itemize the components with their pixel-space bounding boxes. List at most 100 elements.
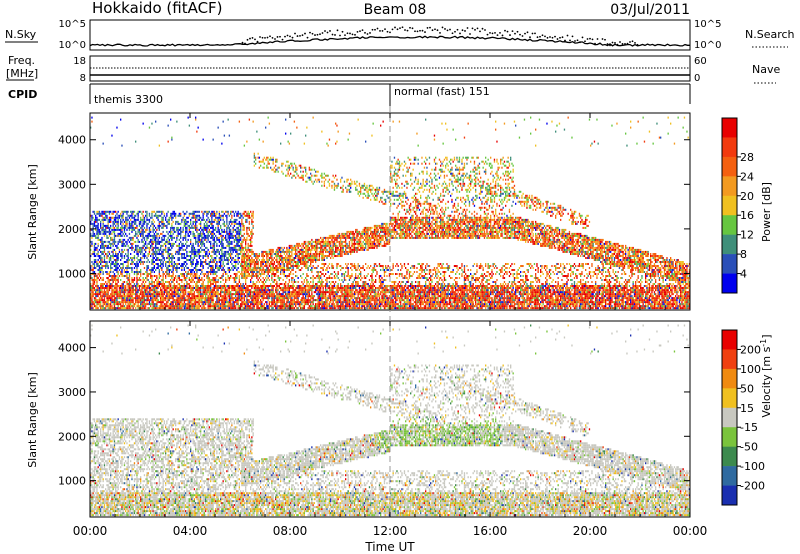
power-cell (287, 261, 289, 264)
power-cell (266, 255, 268, 258)
power-cell (183, 222, 186, 225)
power-cell (248, 305, 251, 308)
power-cell (112, 285, 114, 288)
power-cell (211, 279, 213, 282)
power-cell (113, 287, 116, 290)
power-cell (156, 263, 158, 266)
power-cell (196, 283, 198, 286)
power-cell (123, 257, 126, 260)
power-cell (90, 287, 92, 290)
power-cell (237, 222, 239, 225)
power-cell (220, 285, 222, 288)
power-cell (242, 224, 244, 227)
power-cell (170, 232, 172, 235)
power-cell (160, 297, 162, 300)
power-cell (233, 267, 236, 270)
power-cell (288, 279, 291, 282)
power-cell (242, 259, 244, 262)
power-cell (102, 307, 104, 310)
power-cell (98, 230, 101, 233)
power-cell (273, 279, 276, 282)
power-cell (197, 236, 199, 239)
power-cell (197, 218, 199, 221)
power-cell (141, 224, 143, 227)
power-cell (90, 244, 92, 247)
power-cell (93, 267, 96, 270)
power-cell (256, 305, 258, 308)
power-cell (160, 265, 162, 268)
power-cell (196, 261, 198, 264)
power-cell (143, 299, 146, 302)
power-cell (188, 303, 191, 306)
power-cell (123, 244, 126, 247)
power-cell (165, 307, 167, 310)
power-cell (171, 291, 173, 294)
power-cell (225, 214, 227, 217)
power-cell (138, 295, 141, 298)
power-cell (161, 283, 163, 286)
power-cell (103, 301, 106, 304)
power-cell (185, 234, 187, 237)
power-cell (141, 305, 143, 308)
power-cell (143, 283, 146, 286)
power-cell (235, 297, 237, 300)
power-cell (127, 287, 129, 290)
noise-search-point (541, 34, 544, 37)
power-cell (95, 236, 97, 239)
power-cell (101, 242, 103, 245)
power-cell (110, 269, 112, 272)
power-cell (261, 287, 263, 290)
power-cell (267, 160, 269, 163)
power-cell (122, 226, 124, 229)
power-cell (257, 291, 259, 294)
power-cell (206, 289, 208, 292)
power-cell (111, 228, 113, 231)
power-cell (123, 293, 126, 296)
power-cell (210, 244, 212, 247)
power-cell (152, 228, 154, 231)
noise-search-point (361, 29, 364, 32)
power-cell (210, 297, 212, 300)
power-cell (173, 277, 176, 280)
power-cell (218, 218, 221, 221)
power-cell (217, 299, 219, 302)
power-cell (115, 210, 117, 213)
power-cell (241, 299, 243, 302)
power-cell (96, 210, 98, 213)
noise-search-point (389, 31, 391, 34)
power-cell (106, 273, 108, 276)
power-cell (272, 273, 274, 276)
power-cell (246, 265, 248, 268)
power-cell (208, 307, 211, 310)
power-cell (255, 301, 257, 304)
power-cell (97, 234, 99, 237)
noise-search-point (611, 41, 614, 44)
power-cell (213, 212, 216, 215)
power-cell (96, 283, 98, 286)
power-cell (108, 279, 111, 282)
power-cell (97, 265, 99, 268)
power-cell (251, 285, 253, 288)
power-cell (91, 273, 93, 276)
power-cell (158, 293, 161, 296)
power-cell (136, 277, 138, 280)
power-cell (175, 291, 177, 294)
power-cell (282, 162, 284, 165)
power-cell (247, 242, 249, 245)
power-cell (275, 259, 277, 262)
power-cell (237, 234, 239, 237)
power-cell (112, 279, 114, 282)
power-cell (121, 263, 123, 266)
noise-search-point (534, 32, 536, 35)
power-cell (150, 299, 152, 302)
power-cell (248, 244, 251, 247)
power-cell (167, 269, 169, 272)
power-cell (290, 303, 292, 306)
noise-panel: N.Sky 10^5 10^0 10^5 10^0 N.Search (5, 19, 795, 51)
power-cell (267, 156, 269, 159)
power-cell (201, 297, 203, 300)
power-cell (207, 301, 209, 304)
power-cell (142, 220, 144, 223)
power-cell (106, 234, 108, 237)
power-cell (128, 281, 131, 284)
